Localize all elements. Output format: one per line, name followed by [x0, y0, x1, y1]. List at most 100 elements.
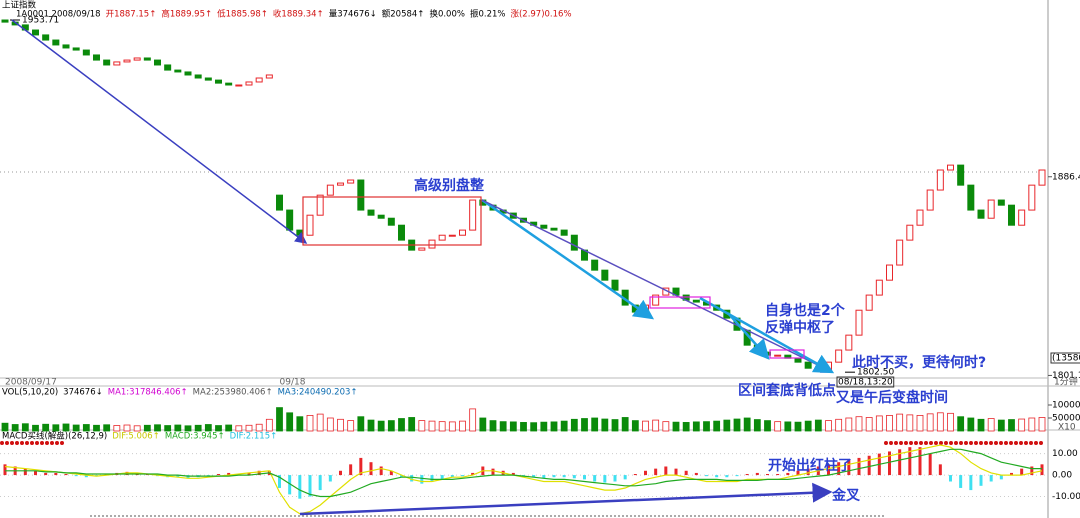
- volume-bar: [520, 422, 527, 432]
- volume-bar: [550, 421, 558, 432]
- y-tick-label: -10.00: [1052, 492, 1080, 502]
- volume-bar: [794, 421, 802, 432]
- info-box: [836, 376, 895, 388]
- candle: [184, 71, 192, 76]
- candle: [154, 59, 161, 66]
- volume-bar: [865, 417, 873, 432]
- macd-legend: MACD:3.945↑: [165, 432, 225, 442]
- candle: [469, 199, 477, 231]
- info-label: 08/18,13:20: [838, 378, 893, 388]
- macd-line: [4, 444, 1043, 515]
- header-field: 收1889.34↑: [273, 9, 324, 20]
- candle: [225, 82, 233, 86]
- header-field: 高1889.95↑: [161, 9, 212, 20]
- volume-legend: VOL(5,10,20): [2, 388, 58, 398]
- macd-legend: DIF:2.115↑: [230, 432, 278, 442]
- volume-bar: [723, 419, 731, 432]
- volume-bar: [570, 418, 578, 432]
- pivot-box: [649, 296, 711, 309]
- header-field: 换0.00%: [429, 9, 465, 20]
- candle: [103, 59, 111, 66]
- candle: [926, 189, 934, 211]
- volume-bar: [936, 412, 944, 432]
- header-field: 量374676↓: [329, 10, 377, 20]
- volume-bar: [347, 420, 355, 432]
- annotation: 自身也是2个: [765, 302, 846, 319]
- candle: [865, 294, 873, 311]
- volume-bar: [855, 416, 863, 432]
- header-field: 额20584↑: [382, 9, 425, 20]
- candle: [936, 169, 944, 191]
- volume-bar: [1, 422, 9, 432]
- candle: [804, 361, 812, 369]
- candle: [987, 199, 995, 219]
- macd-line: [5, 448, 1042, 498]
- candle: [245, 81, 253, 86]
- volume-bar: [1038, 417, 1046, 432]
- candle: [459, 229, 466, 236]
- volume-bar: [825, 420, 832, 432]
- volume-bar: [72, 424, 80, 432]
- candle: [835, 349, 843, 363]
- candle: [357, 179, 365, 211]
- candle: [550, 227, 558, 231]
- volume-bar: [1018, 418, 1026, 432]
- volume-bar: [530, 422, 538, 432]
- candle: [611, 279, 619, 291]
- volume-bar: [52, 424, 60, 432]
- candle: [957, 164, 965, 186]
- info-label: 1分钟: [1054, 376, 1078, 388]
- volume-bar: [509, 421, 517, 432]
- candle: [276, 194, 283, 211]
- candle: [540, 224, 548, 229]
- volume-bar: [93, 424, 100, 432]
- candle: [601, 269, 609, 281]
- y-tick-label: 10.00: [1052, 449, 1078, 459]
- volume-bar: [479, 417, 487, 432]
- candle: [855, 309, 863, 336]
- volume-bar: [875, 415, 883, 432]
- volume-bar: [906, 414, 914, 432]
- volume-bar: [947, 412, 954, 432]
- volume-bar: [692, 421, 700, 432]
- volume-legend: MA2:253980.406↑: [193, 388, 273, 398]
- header-field: 低1885.98↑: [217, 9, 268, 20]
- volume-bar: [82, 424, 90, 432]
- candle: [52, 39, 60, 46]
- candle: [143, 57, 151, 61]
- volume-bar: [977, 418, 985, 432]
- y-tick-label: 1886.4: [1052, 172, 1080, 182]
- volume-bar: [916, 414, 924, 432]
- volume-bar: [276, 407, 283, 432]
- volume-bar: [367, 419, 375, 432]
- volume-bar: [11, 424, 19, 432]
- candle: [794, 357, 802, 363]
- volume-bar: [326, 417, 334, 432]
- candle: [428, 239, 436, 249]
- volume-bar: [560, 420, 568, 432]
- volume-bar: [174, 424, 182, 432]
- header-field: 振0.21%: [470, 9, 506, 20]
- candle: [967, 184, 975, 211]
- candle: [438, 234, 446, 241]
- volume-bar: [387, 420, 395, 432]
- volume-bar: [489, 420, 497, 432]
- candle: [286, 209, 294, 231]
- candle: [255, 77, 263, 83]
- chart-title: 上证指数: [2, 0, 37, 11]
- macd-legend: DIF:5.006↑: [112, 432, 160, 442]
- consolidation-box: [302, 196, 482, 246]
- volume-bar: [42, 423, 50, 432]
- candle: [72, 47, 80, 51]
- volume-bar: [896, 413, 904, 432]
- x-tick-label: 2008/09/17: [5, 378, 57, 388]
- volume-bar: [418, 420, 426, 432]
- info-box: [1050, 352, 1080, 364]
- volume-bar: [672, 421, 680, 432]
- candle: [774, 354, 782, 357]
- volume-bar: [316, 413, 324, 432]
- volume-bar: [601, 418, 609, 432]
- candle: [265, 74, 273, 79]
- volume-bar: [733, 418, 741, 432]
